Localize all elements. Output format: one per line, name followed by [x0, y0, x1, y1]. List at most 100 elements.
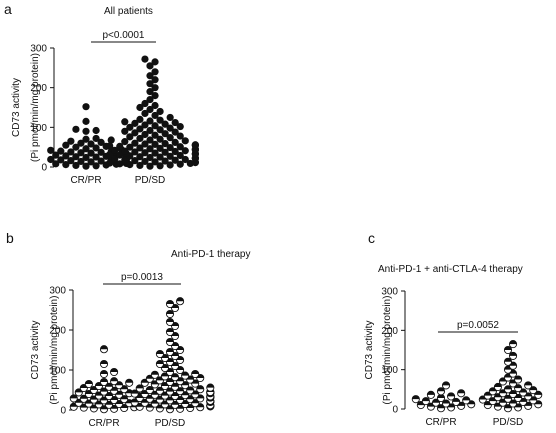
- data-point: [457, 389, 466, 398]
- data-point: [141, 140, 149, 148]
- data-point-fill: [100, 345, 108, 350]
- data-point: [106, 159, 114, 167]
- data-point: [524, 381, 533, 390]
- data-point: [82, 153, 90, 162]
- data-point: [92, 144, 100, 152]
- data-point: [156, 126, 164, 134]
- data-point-fill: [412, 395, 420, 400]
- chart-panel-b: b Anti-PD-1 therapy 0 100 200 300 CD73 activit…: [6, 230, 250, 429]
- data-point: [47, 155, 55, 164]
- data-point: [99, 369, 109, 379]
- data-point-fill: [437, 394, 445, 398]
- data-point-fill: [509, 340, 517, 345]
- data-point: [141, 55, 149, 63]
- data-point-fill: [442, 381, 450, 386]
- data-point: [151, 92, 159, 100]
- data-point: [131, 139, 139, 147]
- data-point: [82, 145, 90, 153]
- data-point: [116, 142, 124, 150]
- data-point: [141, 109, 149, 118]
- data-point: [151, 149, 159, 157]
- data-point: [97, 157, 105, 165]
- data-point: [146, 126, 154, 135]
- data-point-fill: [100, 360, 108, 364]
- data-point-fill: [457, 389, 465, 394]
- data-point-fill: [166, 300, 174, 304]
- data-point: [146, 145, 154, 153]
- data-point-fill: [151, 371, 159, 375]
- data-point-fill: [110, 377, 118, 382]
- x-category-label: PD/SD: [155, 418, 186, 429]
- data-point: [436, 393, 446, 403]
- panel-letter: c: [368, 230, 375, 246]
- data-point-fill: [442, 399, 450, 404]
- data-point-fill: [462, 396, 470, 401]
- data-point-fill: [186, 386, 194, 391]
- data-point: [156, 107, 164, 116]
- y-tick-label: 200: [381, 326, 398, 337]
- data-point: [136, 115, 144, 123]
- data-point: [99, 387, 109, 396]
- data-point: [151, 122, 159, 130]
- data-point: [165, 347, 175, 357]
- data-point: [452, 397, 461, 406]
- data-point: [165, 337, 175, 347]
- data-point: [161, 139, 169, 148]
- data-point: [176, 143, 184, 151]
- y-tick-label: 200: [30, 83, 47, 94]
- data-point-fill: [166, 328, 174, 332]
- data-point-fill: [100, 370, 108, 374]
- data-point-fill: [504, 358, 512, 362]
- data-point: [77, 157, 85, 166]
- data-point: [67, 148, 75, 156]
- data-point: [82, 117, 90, 125]
- data-point: [411, 395, 420, 404]
- data-point: [84, 379, 93, 389]
- data-point: [206, 383, 215, 392]
- data-point: [150, 370, 159, 379]
- y-tick-label: 300: [381, 287, 398, 298]
- data-point: [97, 148, 105, 156]
- data-point: [196, 385, 205, 394]
- data-point: [171, 138, 179, 147]
- data-point: [503, 357, 513, 366]
- data-point: [176, 122, 184, 131]
- data-point: [519, 388, 528, 397]
- y-tick-label: 0: [41, 163, 47, 174]
- data-point: [146, 105, 154, 114]
- x-category-label: CR/PR: [425, 417, 456, 428]
- data-point-fill: [166, 338, 174, 342]
- data-point: [503, 385, 513, 394]
- data-point: [146, 162, 154, 170]
- data-point: [121, 138, 129, 146]
- y-tick-label: 0: [392, 405, 398, 416]
- data-point: [92, 153, 100, 161]
- data-point: [161, 157, 169, 165]
- data-point: [92, 126, 100, 135]
- data-point: [161, 120, 169, 128]
- y-axis-label-units: (Pi pmol/min/mg protein): [382, 296, 393, 405]
- x-category-label: CR/PR: [88, 418, 119, 429]
- data-point: [141, 149, 149, 157]
- data-point: [87, 149, 95, 157]
- x-category-label: CR/PR: [70, 175, 101, 186]
- data-point: [52, 160, 60, 168]
- data-point: [57, 156, 65, 164]
- data-point: [161, 130, 169, 138]
- data-point-fill: [504, 385, 512, 390]
- data-point: [514, 384, 523, 393]
- y-tick-label: 100: [381, 365, 398, 376]
- data-point-fill: [166, 318, 174, 322]
- data-point: [67, 157, 75, 165]
- data-point: [146, 72, 154, 80]
- data-point-fill: [146, 386, 154, 390]
- data-point: [176, 160, 184, 168]
- data-point: [110, 377, 119, 386]
- data-point: [92, 134, 100, 143]
- data-point: [191, 141, 199, 149]
- y-tick-label: 0: [60, 406, 66, 417]
- data-point: [62, 161, 70, 169]
- data-point: [141, 130, 149, 139]
- data-point: [136, 125, 144, 133]
- y-axis-label-units: (Pi pmol/min/mg protein): [30, 53, 41, 162]
